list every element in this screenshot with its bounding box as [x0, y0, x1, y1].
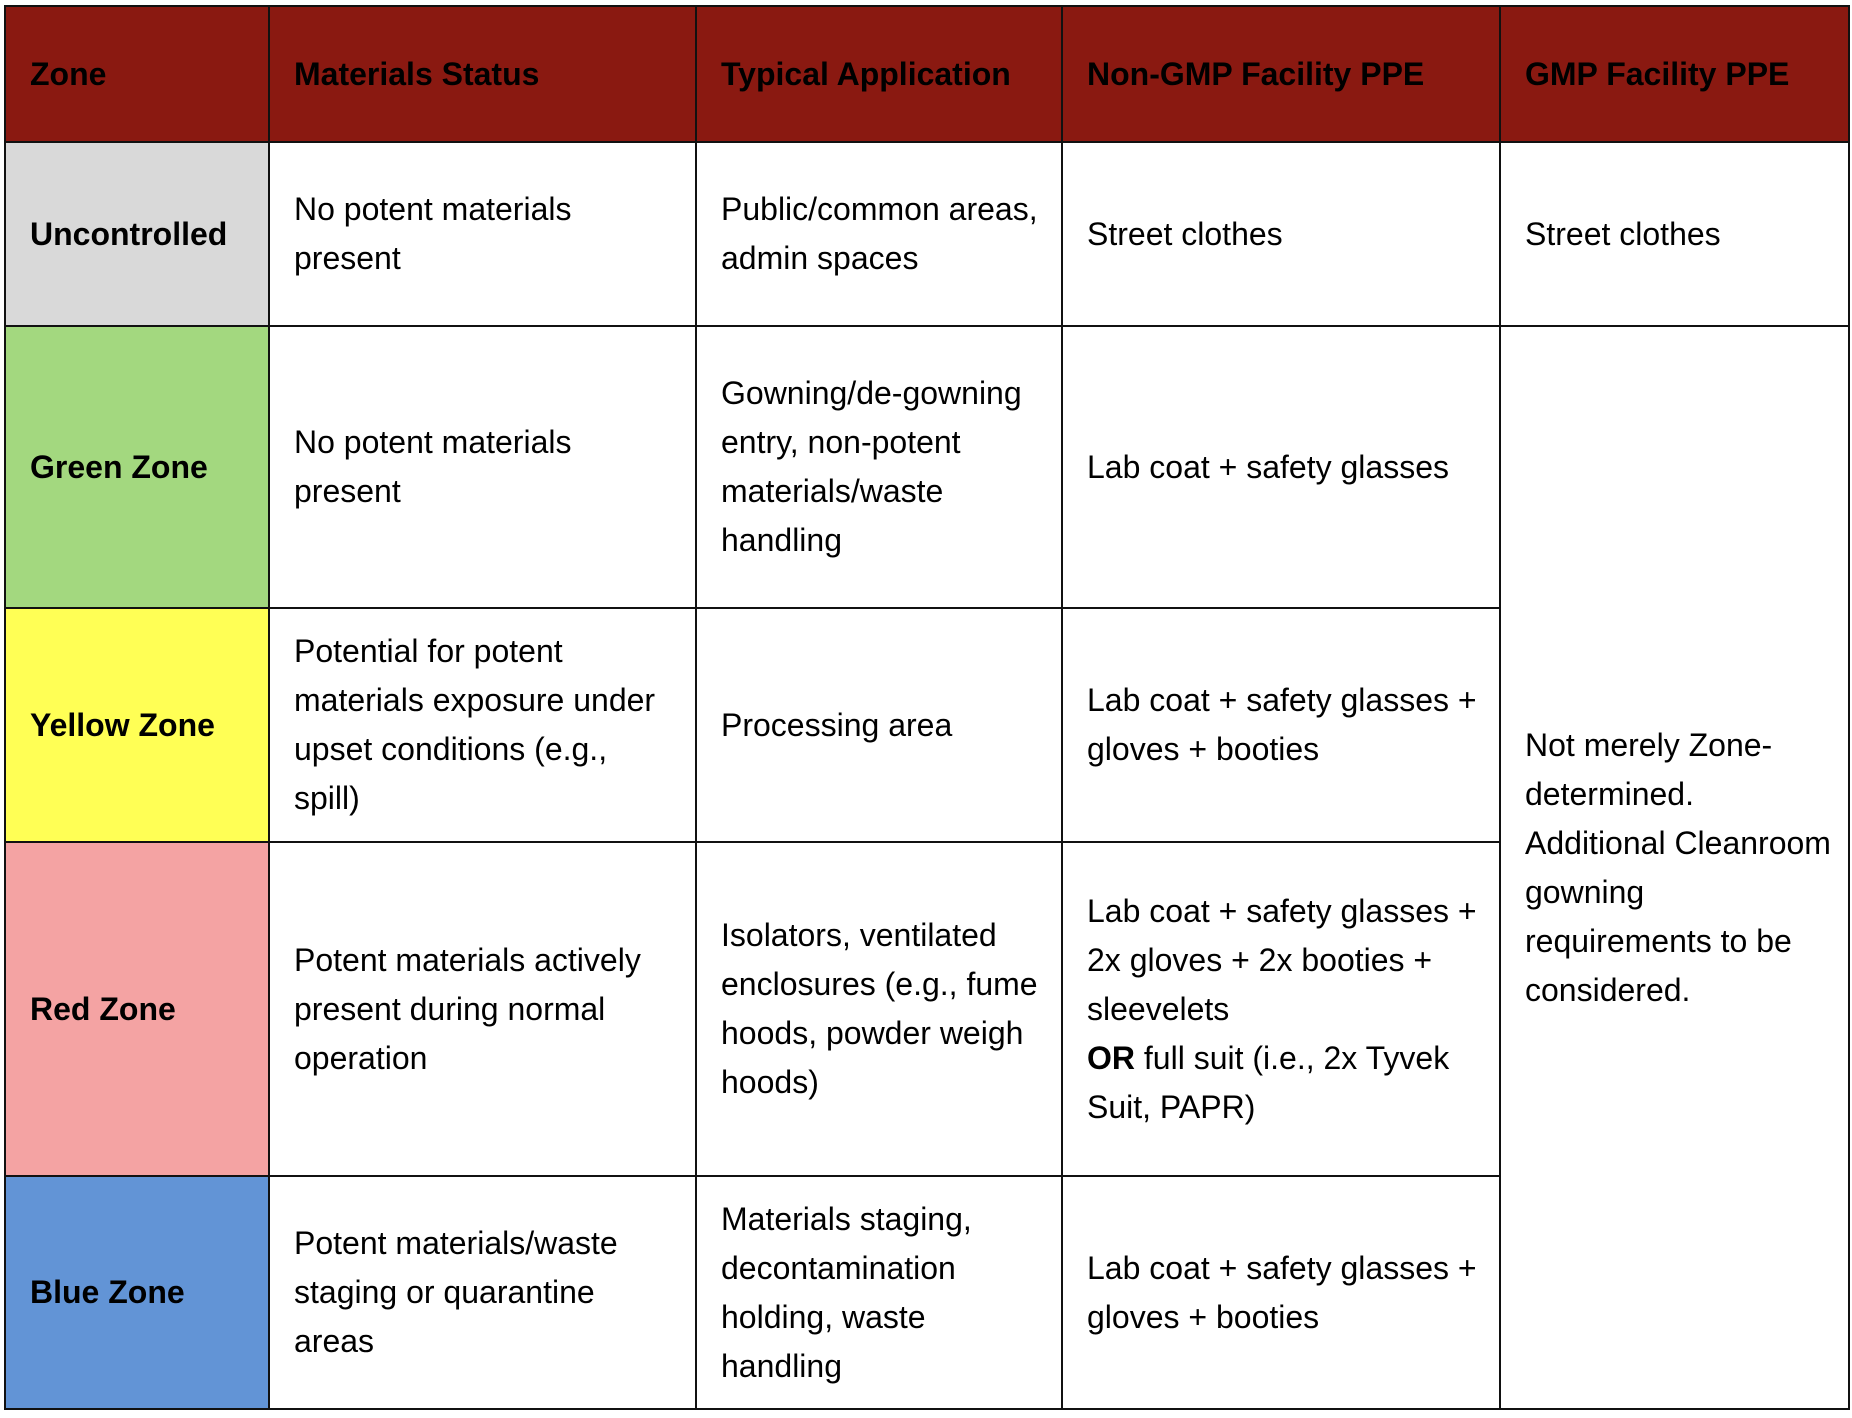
gmp-cell: Street clothes: [1499, 141, 1850, 327]
cell: Potent materials/waste staging or quaran…: [268, 1175, 697, 1410]
cell: Street clothes: [1061, 141, 1501, 327]
cell: Isolators, ventilated enclosures (e.g., …: [695, 841, 1063, 1177]
header-cell: Typical Application: [695, 5, 1063, 143]
cell: Lab coat + safety glasses + gloves + boo…: [1061, 1175, 1501, 1410]
header-cell: Non-GMP Facility PPE: [1061, 5, 1501, 143]
cell: Lab coat + safety glasses: [1061, 325, 1501, 609]
cell: Gowning/de-gowning entry, non-potent mat…: [695, 325, 1063, 609]
zone-cell: Red Zone: [4, 841, 270, 1177]
table-row: Blue Zone Potent materials/waste staging …: [4, 1175, 1849, 1410]
cell: Public/common areas, admin spaces: [695, 141, 1063, 327]
cell: Potential for potent materials exposure …: [268, 607, 697, 843]
table-row: Uncontrolled No potent materials present P…: [4, 141, 1850, 327]
text-segment: Lab coat + safety glasses + 2x gloves + …: [1087, 892, 1477, 1027]
zone-cell: Yellow Zone: [4, 607, 270, 843]
header-cell: Materials Status: [268, 5, 697, 143]
zone-cell: Green Zone: [4, 325, 270, 609]
text-segment: OR: [1087, 1039, 1135, 1076]
header-cell: Zone: [4, 5, 270, 143]
cell: Materials staging, decontamination holdi…: [695, 1175, 1063, 1410]
header-row: Zone Materials Status Typical Application N…: [4, 5, 1850, 143]
cell: Lab coat + safety glasses + 2x gloves + …: [1061, 841, 1501, 1177]
cell: Potent materials actively present during…: [268, 841, 697, 1177]
cell: No potent materials present: [268, 141, 697, 327]
cell: Lab coat + safety glasses + gloves + boo…: [1061, 607, 1501, 843]
table-row: Red Zone Potent materials actively presen…: [4, 841, 1849, 1177]
cell: Processing area: [695, 607, 1063, 843]
gmp-cell: Not merely Zone-determined. Additional C…: [1499, 325, 1850, 1410]
text-segment: full suit (i.e., 2x Tyvek Suit, PAPR): [1087, 1039, 1450, 1125]
table-row: Green Zone No potent materials present Gow…: [4, 325, 1850, 1410]
zone-cell: Uncontrolled: [4, 141, 270, 327]
zone-cell: Blue Zone: [4, 1175, 270, 1410]
zone-table: Zone Materials Status Typical Application N…: [4, 5, 1850, 1410]
cell: No potent materials present: [268, 325, 697, 609]
header-cell: GMP Facility PPE: [1499, 5, 1850, 143]
table-row: Yellow Zone Potential for potent material…: [4, 607, 1849, 843]
table-body: Uncontrolled No potent materials present P…: [4, 141, 1850, 1410]
